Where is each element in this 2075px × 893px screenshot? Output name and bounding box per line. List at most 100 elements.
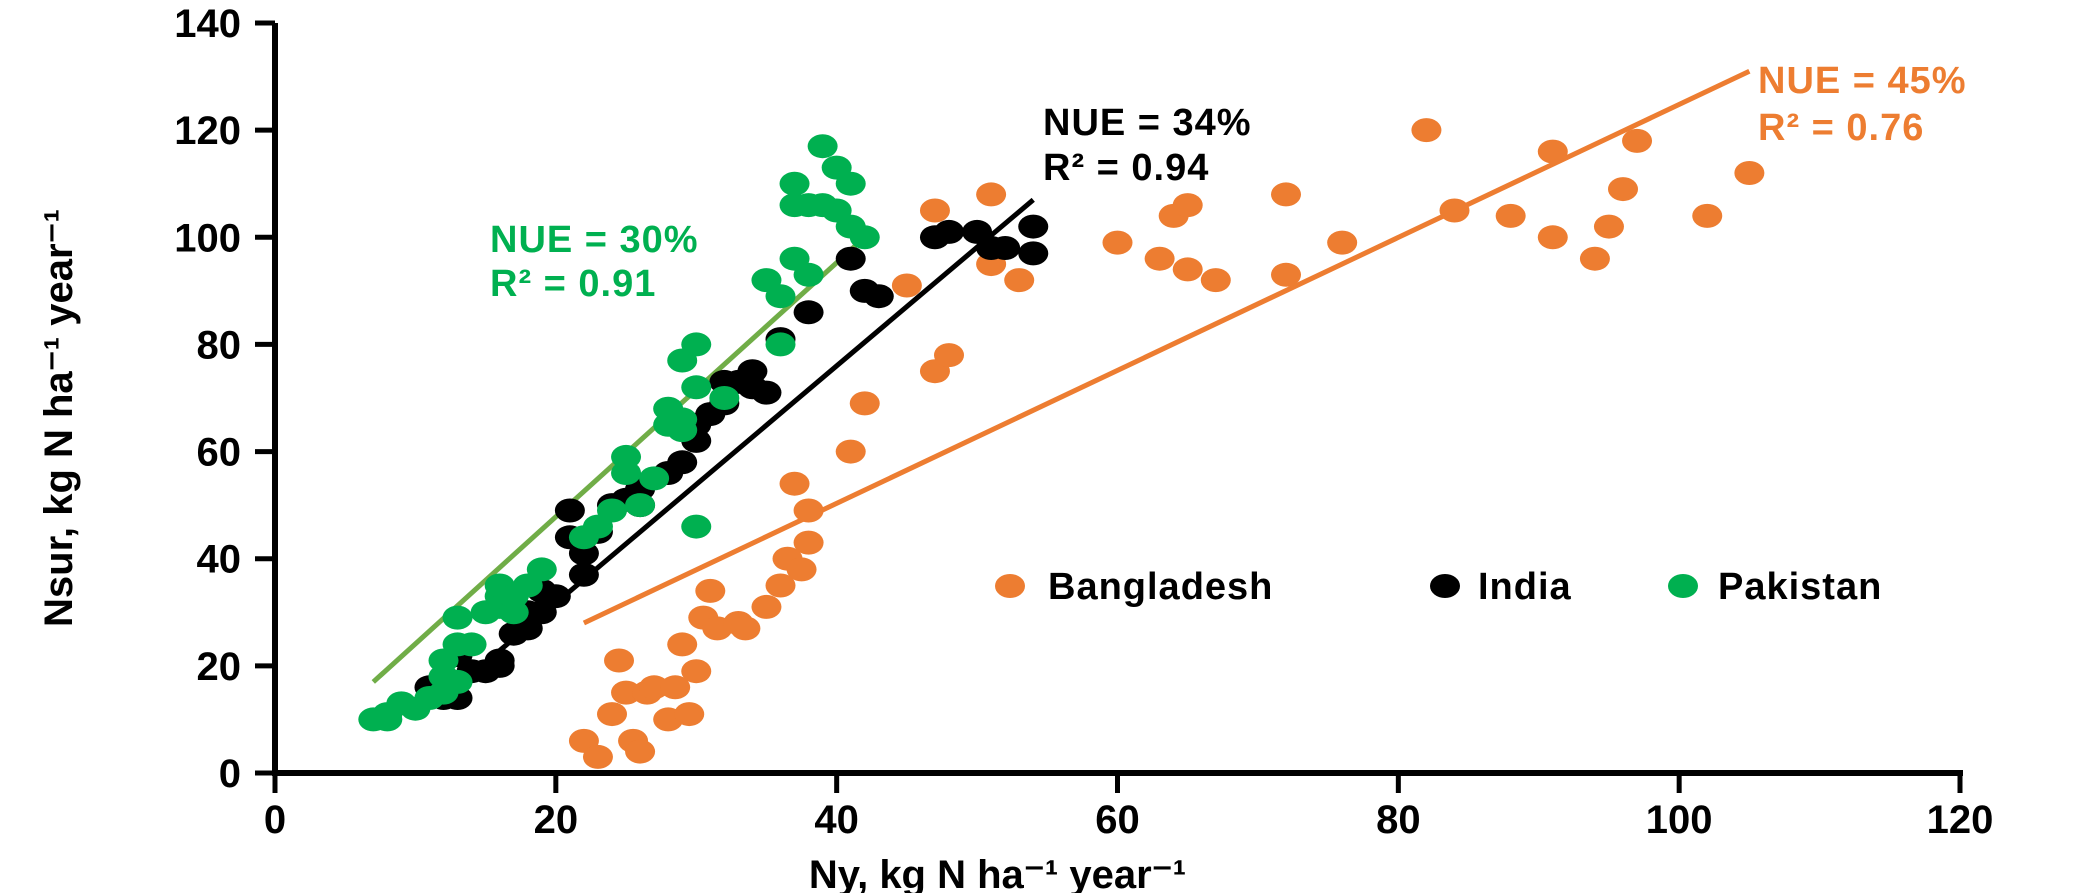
nue-label: NUE = 34% <box>1043 102 1252 144</box>
data-point <box>1018 241 1049 266</box>
data-point <box>751 594 782 619</box>
data-point <box>1172 257 1203 282</box>
data-point <box>793 262 824 287</box>
data-point <box>934 219 964 244</box>
data-point <box>1495 203 1526 228</box>
legend-label: Pakistan <box>1718 566 1882 608</box>
x-tick-label: 60 <box>1095 798 1140 842</box>
data-point <box>681 659 712 684</box>
data-point <box>765 284 796 309</box>
data-point <box>765 573 796 598</box>
data-point <box>863 284 894 309</box>
data-point <box>526 557 557 582</box>
data-point <box>919 198 950 223</box>
data-point <box>442 605 473 630</box>
y-ticks: 0 20 40 60 80 100 120 140 <box>174 2 275 796</box>
data-point <box>1579 246 1610 271</box>
data-point <box>554 498 585 523</box>
nue-label: NUE = 30% <box>490 219 699 261</box>
data-point <box>484 648 515 673</box>
data-point <box>597 498 627 523</box>
annotation-pakistan: NUE = 30%R² = 0.91 <box>490 219 699 305</box>
data-point <box>1608 177 1638 202</box>
data-point <box>849 225 880 250</box>
legend: Bangladesh India Pakistan <box>995 566 1882 608</box>
data-point <box>793 530 824 555</box>
data-point <box>582 744 613 769</box>
r2-label: R² = 0.94 <box>1043 147 1209 189</box>
data-point <box>456 632 487 657</box>
data-point <box>807 134 838 159</box>
data-point <box>786 557 817 582</box>
legend-marker <box>1668 574 1698 598</box>
x-tick-label: 20 <box>534 798 579 842</box>
data-point <box>990 236 1021 260</box>
x-tick-label: 80 <box>1376 798 1421 842</box>
data-point <box>709 386 740 410</box>
legend-label: India <box>1478 566 1572 608</box>
data-point <box>1622 128 1653 153</box>
x-ticks: 0 20 40 60 80 100 120 <box>264 773 1994 842</box>
data-point <box>625 739 656 764</box>
y-tick-label: 0 <box>219 752 241 796</box>
data-point <box>1734 161 1765 185</box>
data-point <box>793 300 824 325</box>
data-point <box>1102 230 1133 255</box>
data-point <box>442 669 473 694</box>
data-point <box>730 616 761 641</box>
r2-label: R² = 0.91 <box>490 263 656 305</box>
data-point <box>1537 225 1568 250</box>
annotation-india: NUE = 34%R² = 0.94 <box>1043 102 1252 189</box>
y-tick-label: 20 <box>197 645 242 689</box>
axes: 0 20 40 60 80 100 120 140 0 20 40 60 80 100 120 <box>174 2 1993 842</box>
x-tick-label: 100 <box>1646 798 1713 842</box>
y-tick-label: 140 <box>174 2 241 46</box>
data-point <box>540 584 571 609</box>
legend-label: Bangladesh <box>1048 566 1273 608</box>
data-point <box>765 332 796 357</box>
data-point <box>625 493 656 518</box>
data-point <box>849 391 880 416</box>
y-tick-label: 60 <box>197 431 242 475</box>
data-point <box>1018 214 1049 239</box>
data-point <box>660 675 691 700</box>
data-point <box>1172 193 1203 218</box>
data-point <box>695 578 726 603</box>
data-point <box>1537 139 1568 164</box>
x-tick-label: 120 <box>1927 798 1994 842</box>
data-point <box>667 632 698 657</box>
series-pakistan <box>358 134 880 732</box>
data-point <box>779 171 810 196</box>
data-point <box>1327 230 1358 255</box>
legend-item-pakistan: Pakistan <box>1668 566 1882 608</box>
legend-item-india: India <box>1430 566 1572 608</box>
data-point <box>681 514 712 539</box>
y-tick-label: 100 <box>174 216 241 260</box>
data-point <box>611 444 642 469</box>
r2-label: R² = 0.76 <box>1758 107 1924 149</box>
data-point <box>568 562 599 587</box>
legend-item-bangladesh: Bangladesh <box>995 566 1273 608</box>
data-point <box>611 680 642 705</box>
nue-label: NUE = 45% <box>1758 60 1967 102</box>
legend-marker <box>1430 574 1460 598</box>
data-point <box>1271 182 1301 207</box>
data-points <box>358 118 1765 769</box>
y-tick-label: 40 <box>197 538 242 582</box>
x-axis-title: Ny, kg N ha⁻¹ year⁻¹ <box>809 853 1186 893</box>
x-tick-label: 40 <box>814 798 859 842</box>
data-point <box>976 182 1007 207</box>
data-point <box>1271 262 1301 287</box>
data-point <box>639 675 670 700</box>
data-point <box>1144 246 1175 271</box>
data-point <box>667 450 698 475</box>
data-point <box>604 648 635 673</box>
data-point <box>1439 198 1470 223</box>
data-point <box>751 380 782 405</box>
data-point <box>1593 214 1624 239</box>
data-point <box>1004 268 1035 293</box>
y-axis-title: Nsur, kg N ha⁻¹ year⁻¹ <box>37 209 81 627</box>
